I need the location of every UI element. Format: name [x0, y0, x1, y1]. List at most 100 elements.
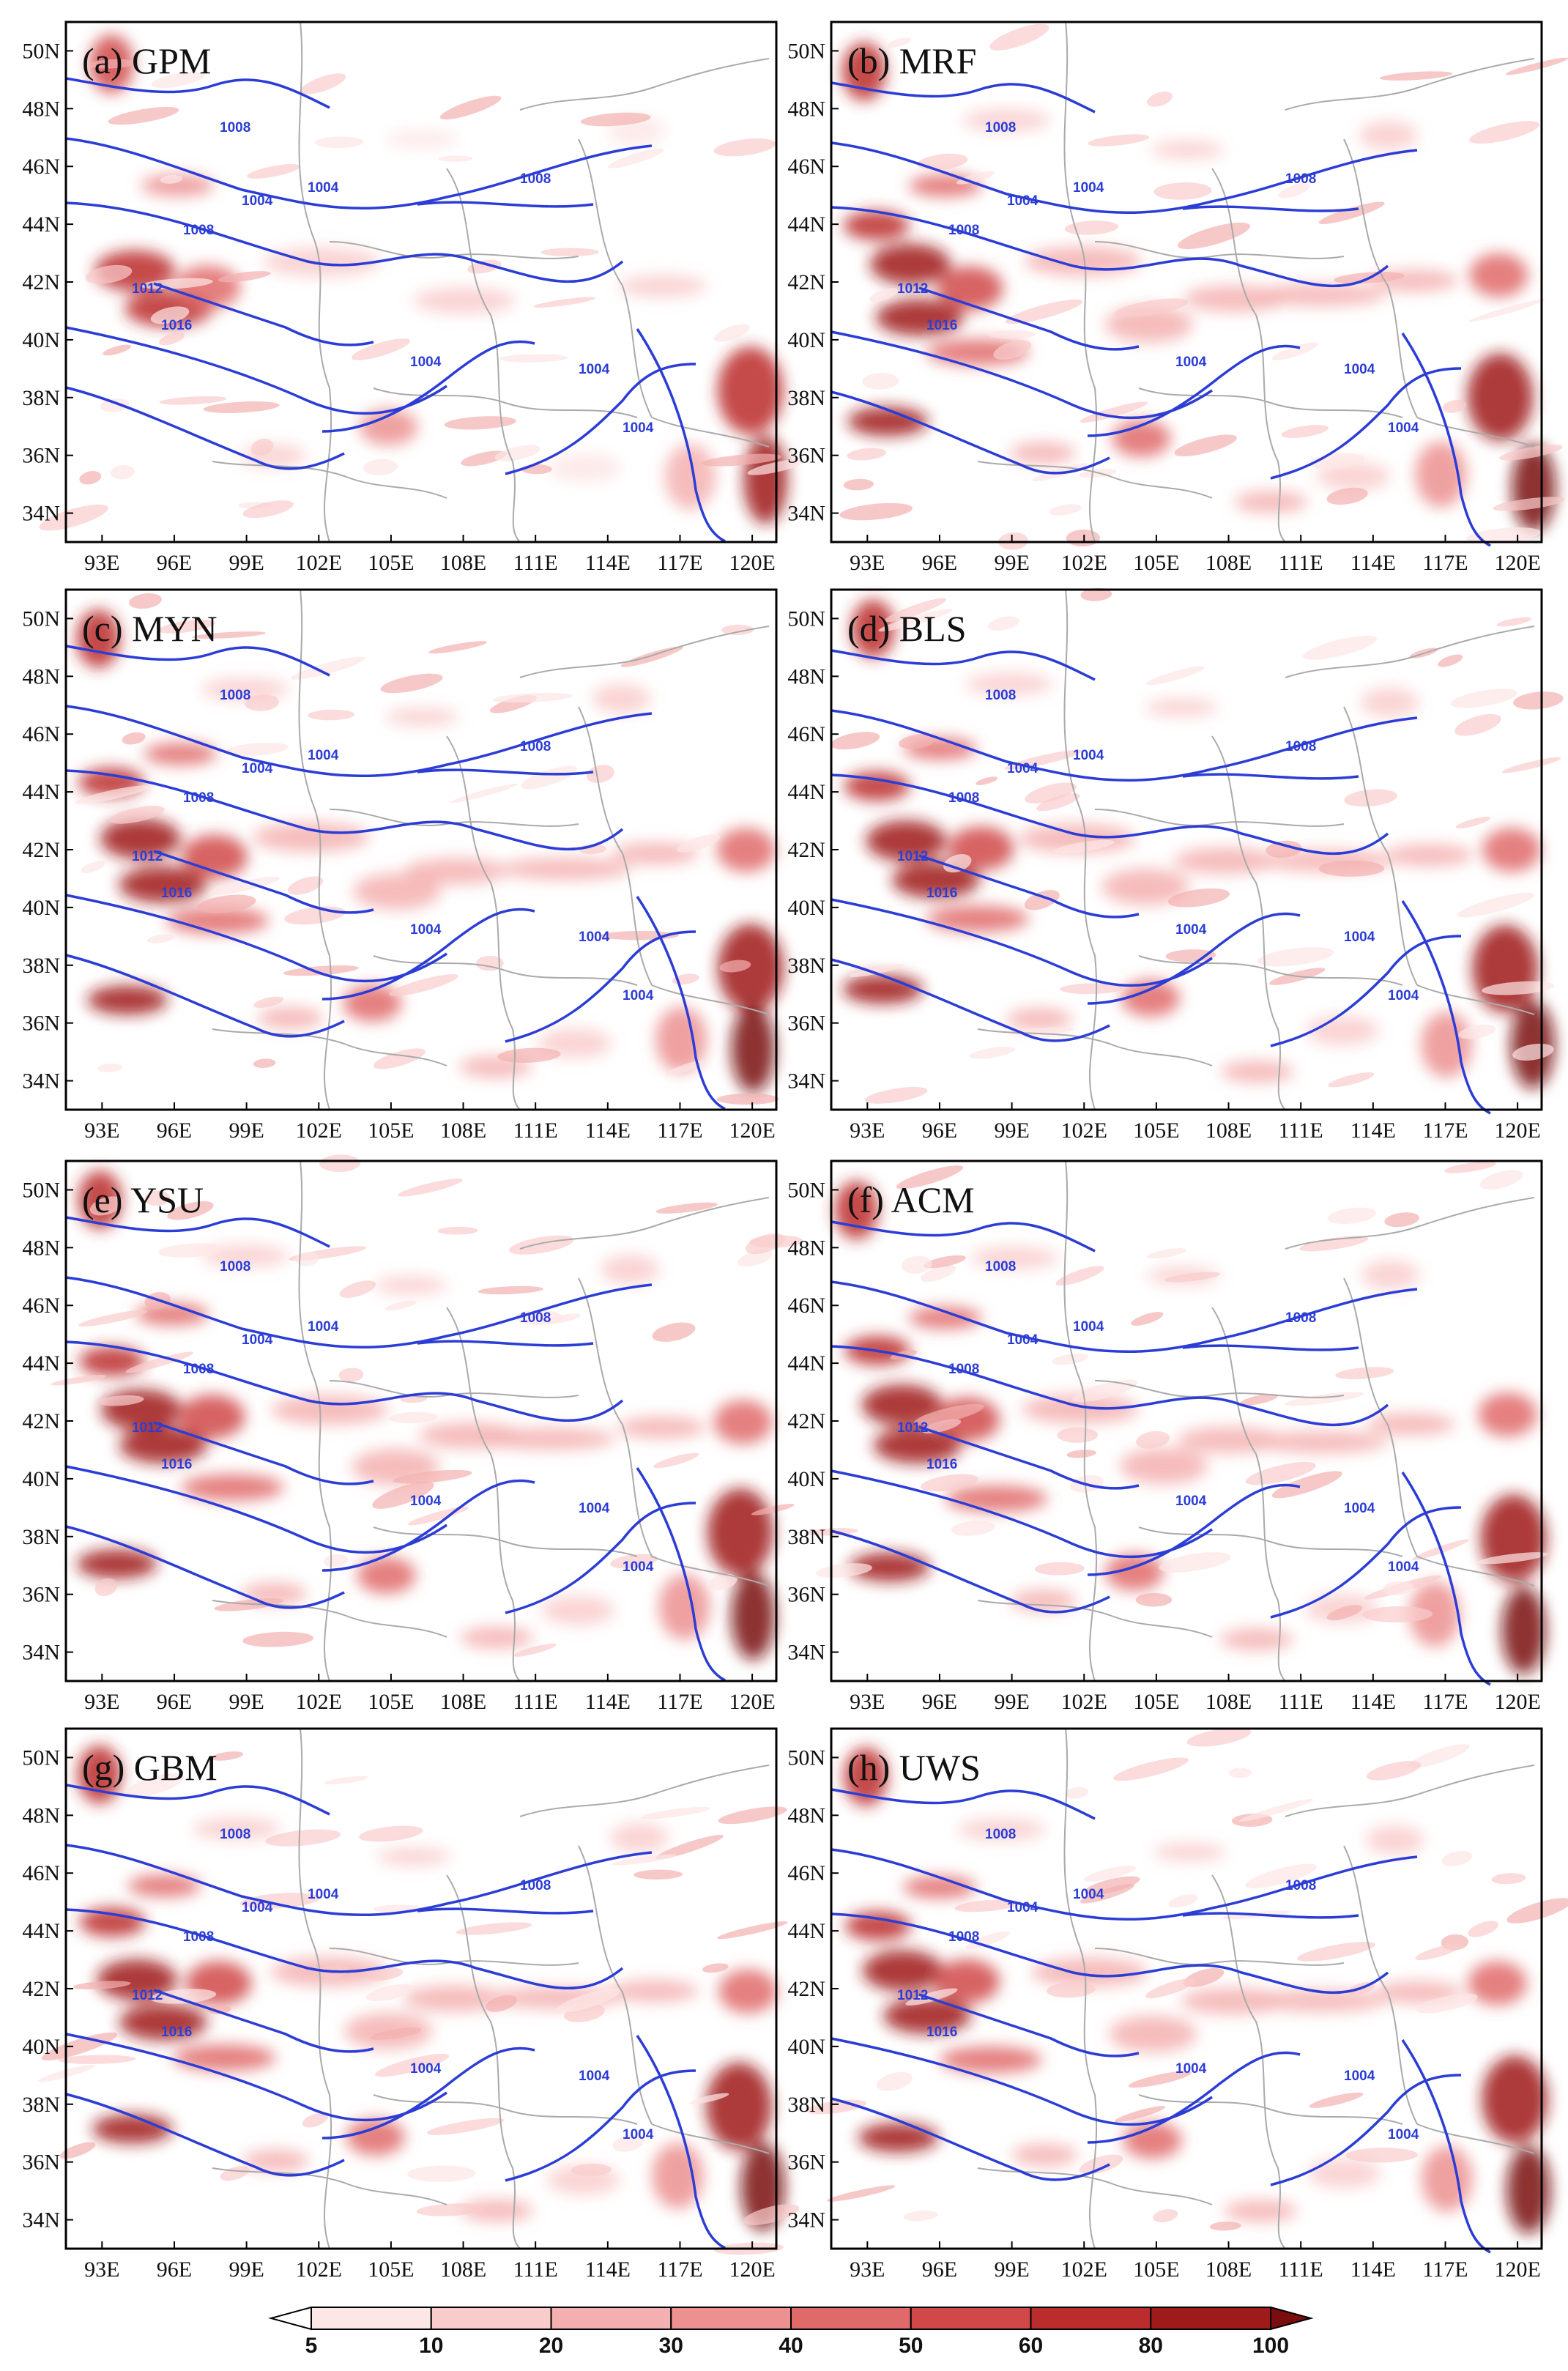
y-tick-label: 36N	[22, 1583, 60, 1607]
x-tick-label: 108E	[1205, 1118, 1252, 1143]
contour-label: 1008	[985, 688, 1016, 703]
x-tick-label: 93E	[84, 2257, 119, 2282]
y-tick-label: 42N	[787, 270, 825, 294]
contour-label: 1008	[985, 120, 1016, 136]
contour-label: 1004	[308, 748, 339, 763]
x-tick-label: 99E	[228, 1690, 264, 1714]
province-boundaries	[212, 589, 770, 1110]
pressure-contours: 1004 1004 1008 1012 1016 1004 1004 1008 1004 1008	[65, 1784, 726, 2249]
panel-title: (f) ACM	[847, 1179, 975, 1220]
x-axis: 93E 96E 99E 102E 105E 108E 111E 114E 117E 120E	[850, 1102, 1541, 1143]
y-tick-label: 46N	[787, 722, 825, 746]
x-tick-label: 105E	[368, 551, 414, 575]
pressure-contours: 1004 1004 1008 1012 1016 1004 1004 1008 1004 1008	[831, 649, 1491, 1115]
x-tick-label: 96E	[157, 1118, 192, 1143]
pressure-contours: 1004 1004 1008 1012 1016 1004 1004 1008 1004 1008	[831, 1220, 1491, 1686]
contour-label: 1012	[897, 1420, 928, 1436]
precip-shading	[39, 34, 805, 531]
pressure-contours: 1004 1004 1008 1012 1016 1004 1004 1008 1004 1008	[65, 1216, 726, 1682]
x-tick-label: 111E	[1279, 1690, 1323, 1714]
contour-label: 1008	[1285, 171, 1316, 187]
y-tick-label: 40N	[22, 2035, 60, 2059]
contour-label: 1004	[242, 193, 273, 209]
contour-label: 1004	[579, 2068, 610, 2084]
y-axis: 50N 48N 46N 44N 42N 40N 38N 36N 34N	[787, 606, 839, 1094]
contour-label: 1004	[1388, 988, 1419, 1003]
contour-label: 1008	[1285, 1310, 1316, 1326]
contour-label: 1008	[520, 1310, 551, 1326]
precip-shading	[37, 1745, 800, 2255]
x-tick-label: 102E	[296, 1690, 342, 1714]
y-tick-label: 50N	[22, 39, 60, 63]
x-tick-label: 111E	[1279, 551, 1323, 575]
contour-label: 1004	[1175, 2061, 1207, 2077]
y-axis: 50N 48N 46N 44N 42N 40N 38N 36N 34N	[787, 1745, 839, 2233]
pressure-contours: 1004 1004 1008 1012 1016 1004 1004 1008 1004 1008	[831, 81, 1491, 547]
contour-label: 1016	[161, 1457, 192, 1472]
x-tick-label: 93E	[84, 551, 119, 575]
contour-label: 1004	[579, 930, 610, 945]
y-tick-label: 38N	[22, 954, 60, 978]
x-tick-label: 99E	[994, 551, 1029, 575]
x-tick-label: 108E	[440, 1690, 486, 1714]
x-tick-label: 117E	[657, 2257, 702, 2282]
x-tick-label: 99E	[994, 2257, 1029, 2282]
colorbar-tick-label: 30	[659, 2334, 683, 2358]
y-tick-label: 40N	[22, 896, 60, 920]
contour-label: 1016	[926, 1457, 957, 1472]
contour-label: 1004	[1344, 930, 1375, 945]
y-tick-label: 50N	[787, 39, 825, 63]
contour-label: 1004	[1344, 2068, 1375, 2084]
y-tick-label: 46N	[787, 1861, 825, 1885]
y-tick-label: 50N	[22, 1745, 60, 1770]
y-tick-label: 34N	[22, 502, 60, 526]
contour-label: 1008	[985, 1827, 1016, 1842]
x-tick-label: 111E	[513, 1690, 558, 1714]
contour-label: 1016	[161, 318, 192, 333]
precip-shading	[51, 1154, 803, 1661]
panel-title: (a) GPM	[82, 40, 211, 81]
x-tick-label: 93E	[850, 551, 885, 575]
x-tick-label: 114E	[585, 2257, 631, 2282]
x-tick-label: 120E	[729, 1118, 775, 1143]
x-tick-label: 117E	[1422, 551, 1468, 575]
contour-label: 1012	[132, 1988, 163, 2003]
x-tick-label: 99E	[994, 1690, 1029, 1714]
y-tick-label: 44N	[22, 1919, 60, 1943]
contour-label: 1004	[1007, 193, 1038, 209]
x-tick-label: 120E	[729, 1690, 775, 1714]
contour-label: 1004	[1073, 1887, 1104, 1902]
colorbar-segment	[790, 2307, 912, 2330]
x-axis: 93E 96E 99E 102E 105E 108E 111E 114E 117E 120E	[84, 1102, 776, 1143]
y-tick-label: 42N	[22, 270, 60, 294]
y-tick-label: 36N	[787, 2151, 825, 2175]
province-boundaries	[212, 1728, 770, 2249]
colorbar-tick-label: 100	[1252, 2334, 1289, 2358]
x-tick-label: 99E	[228, 1118, 264, 1143]
x-tick-label: 120E	[1494, 1690, 1540, 1714]
contour-label: 1004	[623, 988, 654, 1003]
province-boundaries	[212, 1160, 770, 1682]
pressure-contours: 1004 1004 1008 1012 1016 1004 1004 1008 1004 1008	[65, 645, 726, 1110]
x-axis: 93E 96E 99E 102E 105E 108E 111E 114E 117E 120E	[84, 1674, 776, 1714]
x-tick-label: 117E	[1422, 1118, 1468, 1143]
colorbar-tick-label: 20	[539, 2334, 563, 2358]
y-tick-label: 34N	[22, 2208, 60, 2233]
contour-label: 1016	[161, 2025, 192, 2040]
y-axis: 50N 48N 46N 44N 42N 40N 38N 36N 34N	[22, 606, 73, 1094]
x-tick-label: 108E	[1205, 2257, 1252, 2282]
contour-label: 1004	[1007, 761, 1038, 776]
contour-label: 1008	[183, 790, 214, 806]
y-tick-label: 40N	[22, 328, 60, 352]
y-tick-label: 50N	[787, 606, 825, 631]
contour-label: 1008	[183, 1929, 214, 1945]
y-tick-label: 38N	[22, 1525, 60, 1549]
x-tick-label: 105E	[368, 2257, 414, 2282]
map-panel-h: 1004 1004 1008 1012 1016 1004 1004 1008 1004 1008…	[787, 1727, 1568, 2282]
colorbar-segment	[1030, 2307, 1152, 2330]
x-tick-label: 120E	[1494, 551, 1540, 575]
y-tick-label: 46N	[787, 1294, 825, 1318]
contour-label: 1004	[410, 922, 442, 938]
y-tick-label: 44N	[22, 212, 60, 237]
contour-label: 1004	[1388, 420, 1419, 436]
